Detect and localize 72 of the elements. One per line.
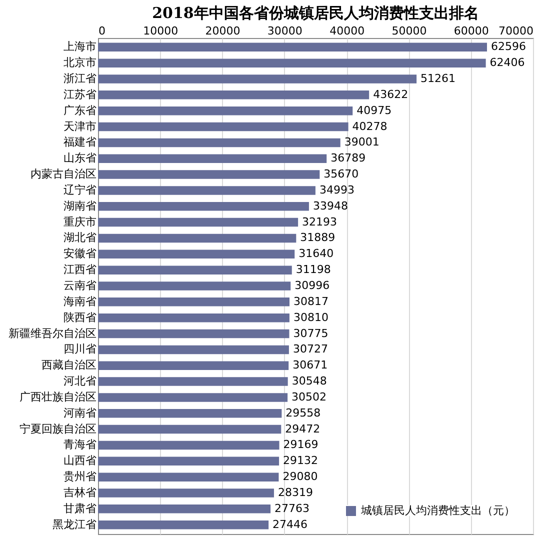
x-tick-label: 10000 [143,24,178,38]
data-label: 29132 [283,454,318,468]
y-tick-label: 云南省 [64,279,96,292]
data-label: 51261 [420,72,456,85]
x-tick-label: 60000 [454,24,489,38]
y-tick-label: 江西省 [64,263,96,276]
y-tick-label: 北京市 [64,56,96,70]
y-tick-label: 西藏自治区 [42,358,96,372]
y-tick-label: 广西壮族自治区 [20,390,96,404]
data-label: 30810 [293,310,328,324]
x-tick-label: 70000 [498,24,534,38]
data-label: 31889 [300,231,336,244]
y-tick-label: 江苏省 [64,88,96,101]
y-tick-label: 河北省 [64,374,96,388]
y-tick-label: 四川省 [64,342,96,356]
data-label: 62596 [490,40,526,54]
data-label: 32193 [302,215,338,228]
chart-title: 2018年中国各省份城镇居民人均消费性支出排名 [152,4,479,22]
data-label: 34993 [319,183,354,196]
y-tick-label: 湖北省 [64,231,96,244]
data-label: 29080 [282,470,318,484]
data-label: 28319 [278,486,313,499]
y-tick-label: 上海市 [64,40,96,54]
data-label: 27763 [274,502,310,515]
x-tick-label: 30000 [267,24,302,38]
data-label: 29169 [283,438,318,452]
y-tick-label: 湖南省 [64,199,96,212]
data-label: 30671 [292,358,328,372]
y-tick-label: 青海省 [64,438,96,452]
data-label: 35670 [324,168,359,181]
data-label: 62406 [490,56,525,70]
data-label: 33948 [312,199,348,212]
data-label: 29472 [285,422,320,436]
data-label: 30996 [294,279,330,292]
data-label: 36789 [330,152,366,165]
y-tick-label: 陕西省 [64,310,96,324]
x-tick-label: 50000 [392,24,427,38]
y-tick-label: 广东省 [64,104,96,117]
data-label: 30817 [294,294,329,308]
data-label: 30548 [292,374,327,388]
y-tick-label: 宁夏回族自治区 [20,422,96,436]
data-label: 27446 [272,518,308,531]
y-tick-label: 安徽省 [64,247,96,260]
y-tick-label: 内蒙古自治区 [30,168,96,181]
y-tick-label: 新疆维吾尔自治区 [8,326,96,340]
data-label: 30502 [292,390,327,404]
x-tick-label: 0 [98,24,106,38]
data-label: 29558 [286,406,321,420]
y-tick-label: 吉林省 [64,486,96,499]
y-tick-label: 重庆市 [64,215,96,228]
data-label: 39001 [344,136,380,149]
y-tick-label: 山西省 [64,454,96,468]
data-label: 31640 [298,247,334,260]
data-label: 40278 [352,120,388,133]
y-tick-label: 甘肃省 [64,502,96,515]
y-tick-label: 贵州省 [64,470,96,484]
y-tick-label: 山东省 [64,152,96,165]
data-label: 31198 [296,263,331,276]
data-label: 43622 [373,88,408,101]
data-label: 30727 [292,342,328,356]
y-tick-label: 辽宁省 [64,183,96,196]
data-label: 30775 [293,326,328,340]
y-tick-label: 黑龙江省 [52,518,96,531]
x-tick-label: 20000 [205,24,240,38]
x-tick-label: 40000 [330,24,365,38]
data-label: 40975 [356,104,392,117]
y-tick-label: 天津市 [64,120,96,133]
y-tick-label: 河南省 [64,406,96,420]
y-tick-label: 浙江省 [64,72,96,85]
legend-label: 城镇居民人均消费性支出（元） [360,504,515,517]
y-tick-label: 海南省 [64,294,96,308]
y-tick-label: 福建省 [64,136,96,149]
